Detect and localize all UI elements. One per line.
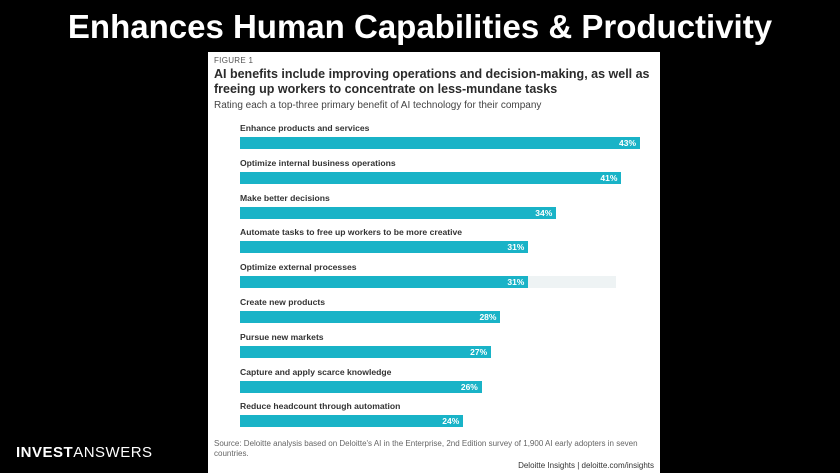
- category-label: Reduce headcount through automation: [240, 401, 401, 412]
- bar: 26%: [240, 380, 482, 393]
- logo-bold-text: INVEST: [16, 444, 74, 461]
- bar: 41%: [240, 171, 622, 184]
- category-label: Optimize external processes: [240, 262, 357, 273]
- credit-line: Deloitte Insights | deloitte.com/insight…: [518, 461, 654, 470]
- bar-value-label: 31%: [507, 242, 525, 253]
- category-label: Optimize internal business operations: [240, 157, 396, 168]
- category-label: Capture and apply scarce knowledge: [240, 366, 392, 377]
- source-note: Source: Deloitte analysis based on Deloi…: [214, 439, 638, 458]
- bar: 43%: [240, 137, 640, 149]
- investanswers-logo: INVESTANSWERS: [16, 444, 153, 461]
- bar: 27%: [240, 345, 492, 358]
- logo-light-text: ANSWERS: [73, 444, 153, 461]
- bar-value-label: 41%: [600, 172, 618, 183]
- category-label: Enhance products and services: [240, 123, 370, 133]
- bar-value-label: 24%: [442, 416, 460, 427]
- slide-title: Enhances Human Capabilities & Productivi…: [67, 8, 773, 45]
- figure-panel: FIGURE 1 AI benefits include improving o…: [208, 52, 660, 473]
- chart-title: AI benefits include improving operations…: [214, 67, 650, 96]
- category-label: Make better decisions: [240, 192, 330, 203]
- bar-value-label: 31%: [507, 277, 525, 288]
- bar-value-label: 43%: [618, 138, 636, 148]
- bar-value-label: 34%: [535, 207, 553, 218]
- bar-value-label: 26%: [460, 381, 478, 392]
- category-label: Create new products: [240, 297, 326, 307]
- chart-subtitle: Rating each a top-three primary benefit …: [214, 100, 542, 111]
- bar: 31%: [240, 276, 529, 289]
- bar: 28%: [240, 311, 501, 323]
- bar: 34%: [240, 206, 557, 219]
- bar-value-label: 27%: [470, 346, 488, 357]
- category-label: Automate tasks to free up workers to be …: [240, 227, 463, 238]
- figure-label: FIGURE 1: [214, 56, 254, 65]
- bar-value-label: 28%: [479, 312, 497, 322]
- bar: 24%: [240, 415, 464, 428]
- category-label: Pursue new markets: [240, 331, 324, 342]
- bar: 31%: [240, 241, 529, 254]
